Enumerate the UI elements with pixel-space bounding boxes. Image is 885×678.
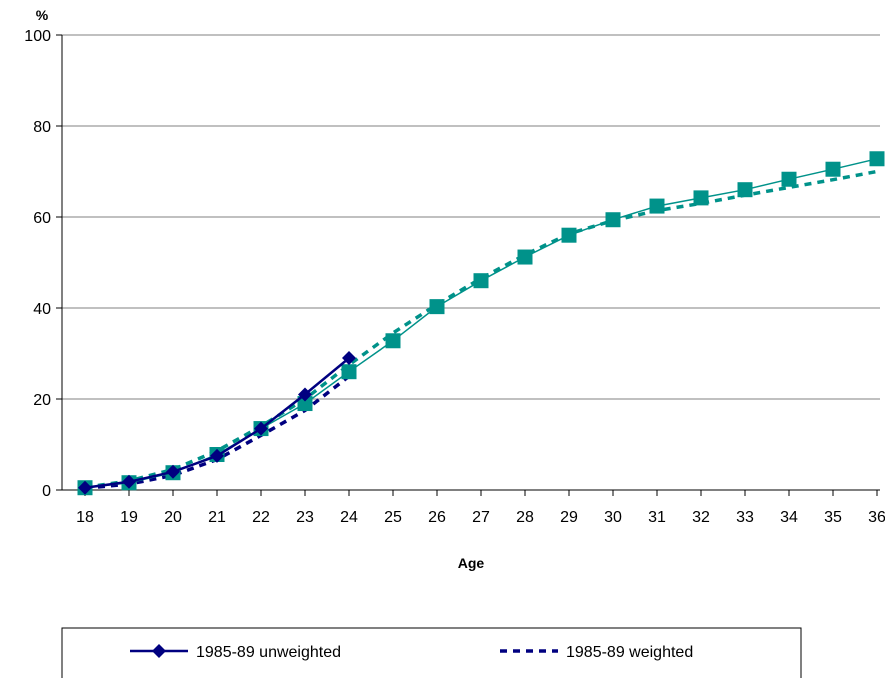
data-point bbox=[298, 387, 312, 402]
grid-lines bbox=[62, 34, 880, 400]
y-tick-label: 20 bbox=[33, 392, 51, 409]
x-tick-label: 32 bbox=[692, 509, 710, 526]
series-lines bbox=[77, 151, 885, 496]
x-tick-label: 34 bbox=[780, 509, 798, 526]
x-tick-label: 22 bbox=[252, 509, 270, 526]
x-tick-label: 21 bbox=[208, 509, 226, 526]
data-point bbox=[78, 480, 92, 495]
x-tick-label: 27 bbox=[472, 509, 490, 526]
x-tick-labels: 18 19 20 21 22 23 24 25 26 27 28 29 30 31 32 33 34 35 36 bbox=[76, 509, 885, 526]
x-tick-label: 36 bbox=[868, 509, 885, 526]
data-point bbox=[561, 227, 577, 243]
axes bbox=[56, 34, 880, 496]
x-tick-label: 25 bbox=[384, 509, 402, 526]
data-point bbox=[737, 182, 753, 198]
data-point bbox=[122, 474, 136, 489]
y-tick-label: 80 bbox=[33, 119, 51, 136]
y-tick-label: 60 bbox=[33, 210, 51, 227]
y-tick-labels: 0 20 40 60 80 100 bbox=[24, 28, 51, 500]
y-tick-label: 0 bbox=[42, 483, 51, 500]
series-line-2005-07-weighted bbox=[84, 169, 878, 490]
y-tick-label: 40 bbox=[33, 301, 51, 318]
x-tick-label: 33 bbox=[736, 509, 754, 526]
data-point bbox=[166, 464, 180, 479]
data-point bbox=[517, 249, 533, 265]
x-tick-label: 35 bbox=[824, 509, 842, 526]
x-axis-label: Age bbox=[458, 555, 485, 571]
x-tick-label: 30 bbox=[604, 509, 622, 526]
data-point bbox=[254, 421, 268, 436]
series-line-2005-07-unweighted bbox=[84, 158, 878, 489]
x-tick-label: 18 bbox=[76, 509, 94, 526]
data-point bbox=[385, 333, 401, 349]
data-point bbox=[869, 151, 885, 167]
x-tick-label: 23 bbox=[296, 509, 314, 526]
legend-marker bbox=[152, 644, 166, 658]
x-tick-label: 28 bbox=[516, 509, 534, 526]
legend-label: 1985-89 weighted bbox=[566, 644, 693, 661]
x-tick-label: 29 bbox=[560, 509, 578, 526]
x-tick-label: 19 bbox=[120, 509, 138, 526]
data-point bbox=[341, 364, 357, 380]
x-tick-label: 31 bbox=[648, 509, 666, 526]
series-line-1985-89-unweighted bbox=[84, 357, 350, 489]
data-point bbox=[605, 212, 621, 228]
x-tick-label: 24 bbox=[340, 509, 358, 526]
x-tick-label: 20 bbox=[164, 509, 182, 526]
data-point bbox=[429, 299, 445, 315]
data-point bbox=[781, 171, 797, 187]
data-point bbox=[693, 190, 709, 206]
data-point bbox=[342, 351, 356, 366]
data-point bbox=[210, 448, 224, 463]
x-tick-label: 26 bbox=[428, 509, 446, 526]
data-point bbox=[473, 273, 489, 289]
y-axis-label: % bbox=[36, 7, 49, 23]
legend-label: 1985-89 unweighted bbox=[196, 644, 341, 661]
y-tick-label: 100 bbox=[24, 28, 51, 45]
legend-box bbox=[61, 627, 802, 678]
data-point bbox=[649, 198, 665, 214]
data-point bbox=[825, 161, 841, 177]
